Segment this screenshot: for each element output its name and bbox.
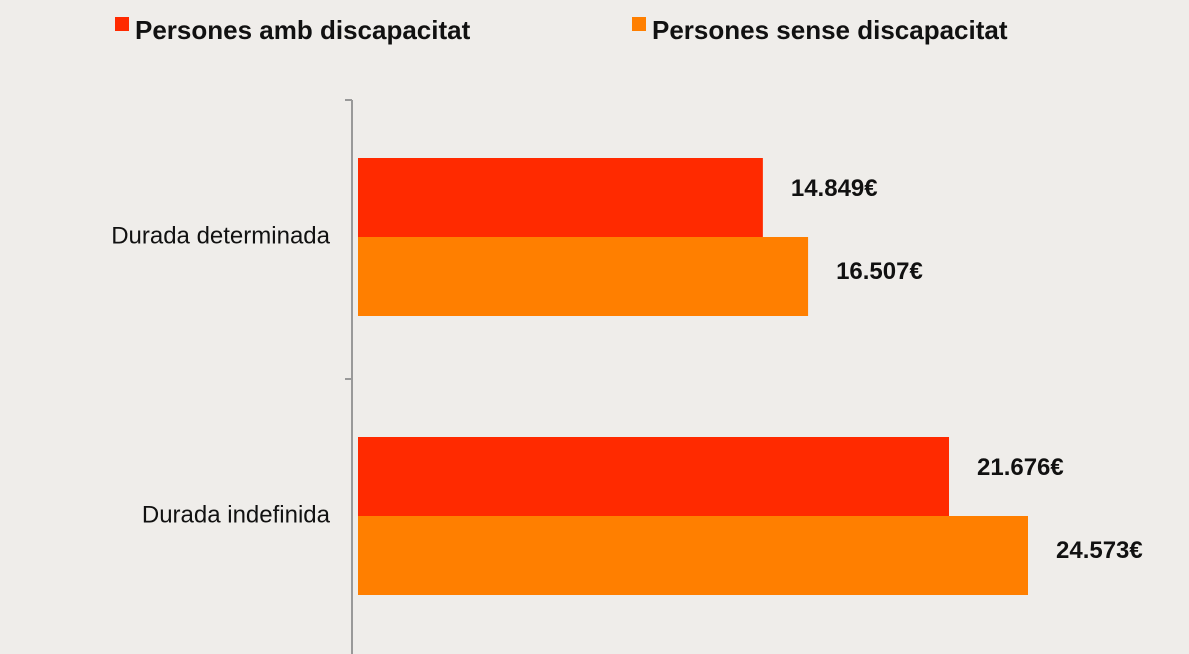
bar: [358, 158, 763, 237]
value-label: 16.507€: [836, 258, 923, 285]
legend-swatch: [632, 17, 646, 31]
bar: [358, 516, 1028, 595]
category-label: Durada indefinida: [142, 501, 331, 528]
legend-label: Persones amb discapacitat: [135, 15, 471, 45]
legend-swatch: [115, 17, 129, 31]
bar: [358, 437, 950, 516]
value-label: 24.573€: [1056, 537, 1143, 564]
value-label: 21.676€: [977, 454, 1064, 481]
value-label: 14.849€: [791, 175, 878, 202]
category-label: Durada determinada: [111, 222, 330, 249]
bar: [358, 237, 809, 316]
legend-label: Persones sense discapacitat: [652, 15, 1008, 45]
